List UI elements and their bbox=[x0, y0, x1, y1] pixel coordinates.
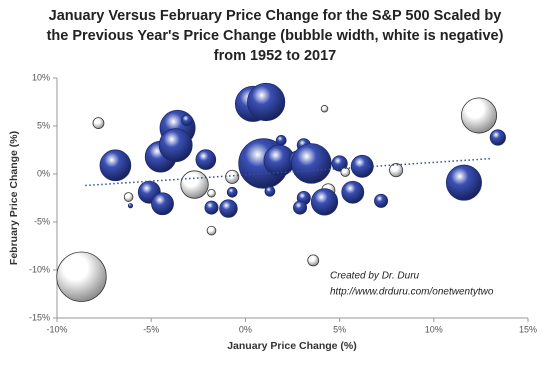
bubble bbox=[92, 117, 105, 130]
bubble bbox=[226, 186, 238, 198]
y-tick-label: 0% bbox=[37, 168, 50, 178]
annotation: Created by Dr. Duru bbox=[330, 271, 420, 282]
y-axis-title: February Price Change (%) bbox=[8, 131, 20, 265]
y-tick-label: -5% bbox=[34, 216, 50, 226]
bubble bbox=[127, 203, 134, 209]
bubble bbox=[461, 97, 498, 134]
bubble bbox=[374, 193, 389, 208]
y-tick-label: -10% bbox=[29, 264, 50, 274]
x-tick-label: 15% bbox=[519, 324, 537, 334]
bubble bbox=[195, 149, 217, 170]
bubble bbox=[180, 170, 209, 199]
x-axis-title: January Price Change (%) bbox=[227, 340, 357, 352]
chart-title: the Previous Year's Price Change (bubble… bbox=[47, 28, 504, 44]
bubble bbox=[389, 163, 404, 178]
bubble bbox=[207, 188, 216, 198]
bubble bbox=[341, 180, 365, 204]
annotation: http://www.drduru.com/onetwentytwo bbox=[330, 287, 494, 298]
bubble bbox=[291, 143, 332, 184]
bubble bbox=[247, 82, 286, 122]
bubble bbox=[219, 199, 238, 218]
bubble bbox=[151, 192, 174, 216]
bubble bbox=[181, 114, 193, 127]
x-tick-label: 5% bbox=[333, 324, 346, 334]
bubble bbox=[204, 200, 219, 215]
bubble bbox=[320, 105, 329, 113]
x-tick-label: 10% bbox=[425, 324, 443, 334]
bubble bbox=[445, 164, 482, 201]
bubble bbox=[158, 128, 193, 163]
chart-title: January Versus February Price Change for… bbox=[49, 8, 502, 24]
x-tick-label: -5% bbox=[143, 324, 159, 334]
bubble bbox=[264, 185, 276, 197]
y-tick-label: 5% bbox=[37, 120, 50, 130]
bubble bbox=[310, 188, 339, 216]
bubble bbox=[56, 251, 107, 302]
bubble bbox=[99, 149, 132, 182]
bubble bbox=[489, 129, 506, 146]
chart-title: from 1952 to 2017 bbox=[214, 48, 337, 64]
x-tick-label: 0% bbox=[239, 324, 252, 334]
bubble bbox=[225, 169, 240, 184]
y-tick-label: -15% bbox=[29, 312, 50, 322]
y-tick-label: 10% bbox=[32, 72, 50, 82]
bubble bbox=[293, 200, 308, 215]
bubble bbox=[331, 155, 348, 172]
bubble bbox=[307, 254, 320, 267]
x-tick-label: -10% bbox=[46, 324, 67, 334]
bubble bbox=[275, 135, 287, 146]
bubble bbox=[123, 192, 134, 202]
bubble bbox=[206, 225, 217, 236]
